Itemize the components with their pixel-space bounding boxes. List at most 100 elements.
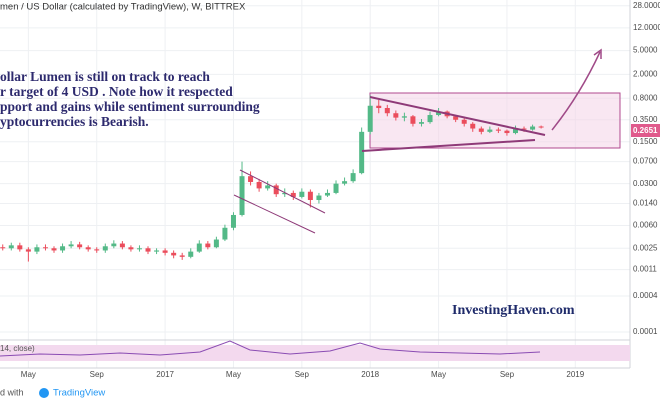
arrow-head	[593, 48, 602, 59]
y-tick-label: 5.0000	[633, 46, 658, 55]
footer-brand: TradingView	[53, 388, 105, 399]
x-tick-label: May	[226, 370, 241, 379]
candle-body	[530, 126, 536, 130]
last-price-label: 0.2651	[633, 126, 658, 135]
x-tick-label: 2019	[566, 370, 584, 379]
candle-body	[487, 129, 493, 132]
candle-body	[85, 247, 91, 250]
candle-body	[290, 192, 296, 197]
annotation: r target of 4 USD . Note how it respecte…	[0, 84, 233, 99]
x-tick-label: May	[21, 370, 36, 379]
indicator-band	[0, 345, 630, 361]
y-tick-label: 0.8000	[633, 93, 658, 102]
candle-body	[8, 245, 14, 249]
candle-body	[42, 247, 48, 249]
candle-body	[470, 123, 476, 129]
candle-body	[213, 239, 219, 248]
y-tick-label: 0.0140	[633, 199, 658, 208]
candle-body	[265, 185, 271, 189]
candle-body	[495, 129, 501, 131]
indicator-line	[0, 340, 541, 357]
candle-body	[119, 243, 125, 248]
candle-body	[393, 113, 399, 118]
y-tick-label: 28.0000	[633, 1, 660, 10]
candle-body	[273, 185, 279, 195]
annotation: yptocurrencies is Bearish.	[0, 114, 149, 129]
candle-body	[136, 248, 142, 250]
candle-body	[222, 227, 228, 240]
range-box	[369, 92, 621, 149]
y-tick-label: 2.0000	[633, 70, 658, 79]
candle-body	[179, 255, 185, 257]
candle-body	[299, 191, 305, 197]
candle-body	[94, 249, 100, 251]
candle-body	[188, 251, 194, 257]
candle-body	[248, 176, 254, 182]
annotation: ollar Lumen is still on track to reach	[0, 69, 210, 84]
y-tick-label: 0.1500	[633, 137, 658, 146]
flag-line	[239, 169, 326, 214]
candle-body	[282, 192, 288, 195]
candle-body	[478, 128, 484, 132]
footer-text: d with	[0, 387, 24, 397]
projection-arrow	[551, 51, 601, 131]
candle-body	[154, 250, 160, 252]
y-tick-label: 0.3500	[633, 115, 658, 124]
candle-body	[17, 245, 23, 250]
candle-body	[436, 111, 442, 116]
candles	[0, 95, 544, 262]
candle-body	[367, 105, 373, 132]
indicator-label: 14, close)	[0, 344, 35, 353]
x-tick-label: Sep	[90, 370, 105, 379]
candle-body	[171, 252, 177, 256]
y-tick-label: 0.0011	[633, 265, 657, 274]
x-tick-label: 2017	[156, 370, 174, 379]
candle-body	[25, 249, 31, 252]
candle-body	[521, 128, 527, 130]
candle-body	[512, 128, 518, 134]
chart-title: men / US Dollar (calculated by TradingVi…	[0, 2, 246, 13]
candle-body	[324, 192, 330, 196]
candle-body	[102, 246, 108, 251]
trend-line	[369, 96, 546, 136]
candle-body	[461, 119, 467, 124]
candle-body	[350, 173, 356, 182]
candle-body	[359, 131, 365, 174]
candle-body	[205, 243, 211, 248]
candle-body	[128, 247, 134, 250]
x-tick-label: 2018	[361, 370, 379, 379]
candle-body	[418, 122, 424, 124]
candle-body	[453, 116, 459, 120]
candle-body	[384, 108, 390, 114]
candle-body	[230, 214, 236, 228]
candle-body	[538, 126, 544, 128]
candle-body	[77, 244, 83, 248]
x-tick-label: May	[431, 370, 446, 379]
candle-body	[51, 248, 57, 251]
y-tick-label: 0.0025	[633, 243, 658, 252]
candle-body	[316, 195, 322, 201]
candle-body	[162, 250, 168, 253]
annotation: pport and gains while sentiment surround…	[0, 99, 260, 114]
candle-body	[401, 116, 407, 118]
candle-body	[239, 176, 245, 215]
y-tick-label: 12.0000	[633, 23, 660, 32]
candle-body	[68, 244, 74, 247]
flag-line	[233, 194, 316, 234]
x-tick-label: Sep	[500, 370, 515, 379]
last-price-tag	[631, 124, 660, 137]
y-tick-label: 0.0001	[633, 327, 658, 336]
candle-body	[34, 247, 40, 252]
y-tick-label: 0.0700	[633, 157, 658, 166]
candle-body	[0, 247, 6, 249]
candle-body	[307, 191, 313, 201]
brand-logo	[39, 388, 49, 398]
candle-body	[410, 116, 416, 124]
y-tick-label: 0.0004	[633, 291, 658, 300]
y-tick-label: 0.0300	[633, 179, 658, 188]
trend-line	[361, 139, 536, 152]
candle-body	[342, 181, 348, 184]
candle-body	[333, 183, 339, 193]
candle-body	[256, 181, 262, 189]
